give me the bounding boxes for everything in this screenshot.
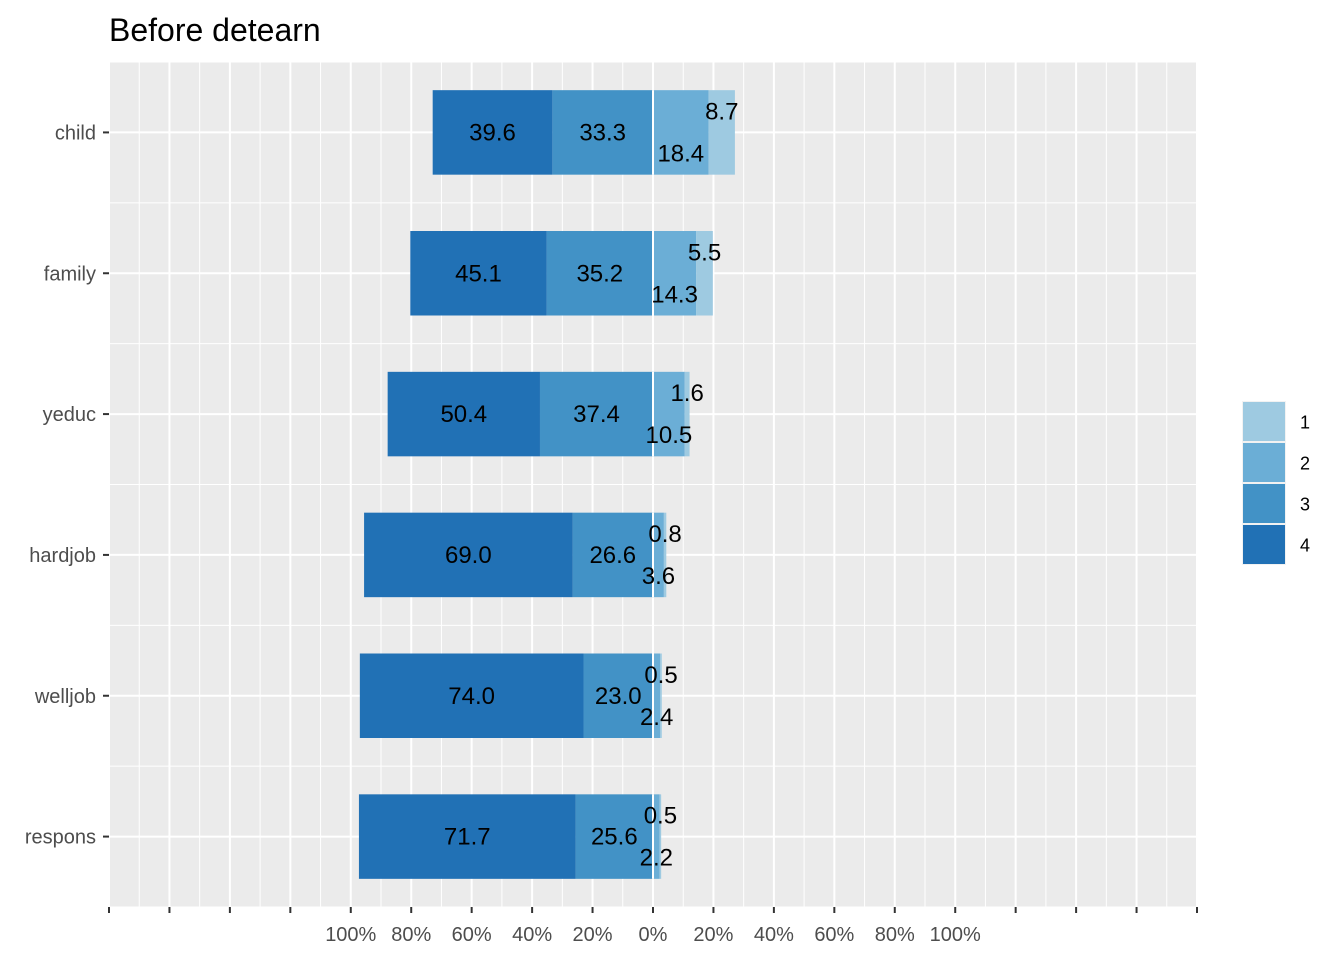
bar-segment-hardjob-1 [663,512,667,598]
bar-segment-child-3 [552,90,653,175]
bar-segment-family-2 [653,231,697,316]
bar-segment-respons-1 [659,794,662,879]
data-label-child-2: 18.4 [657,140,704,167]
data-label-family-1: 5.5 [688,239,721,266]
y-tick-label-child: child [55,122,96,144]
bars [358,90,735,879]
y-tick-label-respons: respons [25,827,96,849]
bar-segment-yeduc-1 [684,371,690,457]
data-label-hardjob-2: 3.6 [642,563,675,590]
data-label-respons-3: 25.6 [591,824,638,851]
legend-label-3: 3 [1300,495,1310,515]
x-tick-label: 0% [639,924,668,946]
bar-segment-respons-2 [653,794,660,879]
bar-segment-welljob-2 [653,653,661,738]
x-tick-label: 60% [452,924,492,946]
data-label-yeduc-1: 1.6 [670,380,703,407]
bar-segment-welljob-3 [583,653,653,738]
data-label-family-2: 14.3 [651,281,698,308]
legend-label-1: 1 [1300,413,1310,433]
data-label-family-4: 45.1 [455,260,502,287]
bar-segment-respons-3 [575,794,653,879]
data-label-welljob-4: 74.0 [448,683,495,710]
y-tick-label-family: family [44,263,96,285]
y-tick-label-yeduc: yeduc [43,404,96,426]
legend-key-4 [1243,525,1285,564]
data-label-hardjob-4: 69.0 [445,542,492,569]
data-labels: 33.3 39.6 18.48.7 35.2 45.1 14.3 5.5 37.4 50.4 10… [440,98,738,871]
data-label-family-3: 35.2 [576,260,623,287]
legend-key-3 [1243,484,1285,523]
data-label-welljob-2: 2.4 [640,704,673,731]
data-label-respons-1: 0.5 [644,803,677,830]
legend: 1 2 3 4 [1242,401,1310,565]
data-label-respons-4: 71.7 [444,824,491,851]
x-tick-label: 20% [573,924,613,946]
bar-segment-welljob-4 [359,653,584,738]
data-label-child-4: 39.6 [469,119,516,146]
bar-segment-welljob-1 [660,653,662,738]
data-label-yeduc-3: 37.4 [573,401,620,428]
bar-segment-child-2 [653,90,709,175]
y-axis: child family yeduc hardjob welljob respons [25,122,109,849]
data-label-child-1: 8.7 [705,98,738,125]
data-label-yeduc-4: 50.4 [440,401,487,428]
bar-segment-hardjob-2 [653,512,664,598]
chart-title: Before detearn [109,12,321,48]
bar-segment-family-1 [696,231,713,316]
data-label-yeduc-2: 10.5 [646,422,693,449]
data-label-respons-2: 2.2 [640,845,673,872]
bar-segment-family-3 [546,231,653,316]
y-tick-label-hardjob: hardjob [29,545,96,567]
data-label-child-3: 33.3 [579,119,626,146]
x-tick-label: 20% [693,924,733,946]
data-label-welljob-3: 23.0 [595,683,642,710]
bar-segment-yeduc-3 [539,371,653,457]
legend-label-4: 4 [1300,536,1310,556]
bar-segment-hardjob-4 [364,512,573,598]
bar-segment-child-4 [432,90,553,175]
legend-key-2 [1243,443,1285,482]
x-tick-label: 100% [930,924,981,946]
x-axis: 100% 80% 60% 40% 20% 0% 20% 40% 60% 80% 100% [108,907,1198,946]
bar-segment-child-1 [708,90,735,175]
data-label-welljob-1: 0.5 [644,662,677,689]
bar-segment-yeduc-4 [387,371,540,457]
data-label-hardjob-1: 0.8 [648,521,681,548]
data-label-hardjob-3: 26.6 [589,542,636,569]
x-tick-label: 80% [391,924,431,946]
y-tick-label-welljob: welljob [34,686,96,708]
legend-label-2: 2 [1300,454,1310,474]
x-tick-label: 100% [325,924,376,946]
bar-segment-respons-4 [358,794,576,879]
x-tick-label: 40% [754,924,794,946]
x-tick-label: 80% [875,924,915,946]
bar-segment-hardjob-3 [572,512,653,598]
x-tick-label: 60% [814,924,854,946]
bar-segment-yeduc-2 [653,371,685,457]
legend-key-1 [1243,402,1285,441]
bar-segment-family-4 [410,231,547,316]
x-tick-label: 40% [512,924,552,946]
